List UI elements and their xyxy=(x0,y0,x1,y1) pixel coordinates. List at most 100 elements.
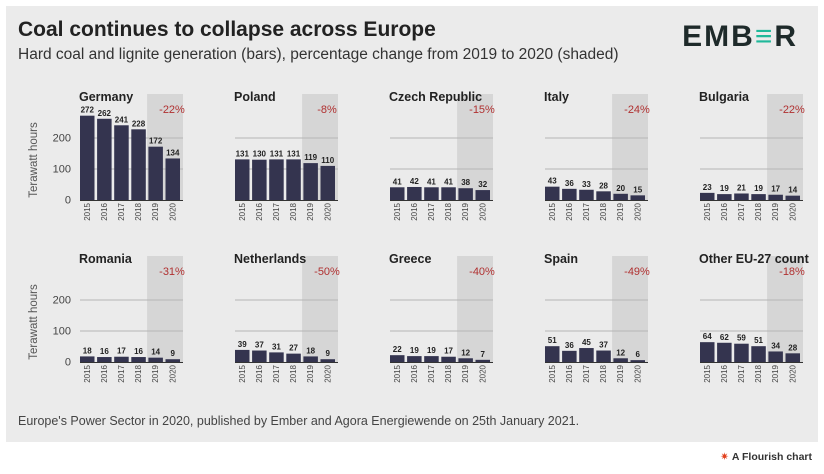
shaded-change-region xyxy=(767,256,803,362)
flourish-credit-text: A Flourish chart xyxy=(731,451,812,463)
y-axis-title: Terawatt hours xyxy=(28,284,40,360)
bar xyxy=(579,348,594,362)
panel-title: Bulgaria xyxy=(699,90,750,104)
panel-title: Poland xyxy=(234,90,276,104)
x-tick-label: 2017 xyxy=(427,202,436,220)
data-label: 131 xyxy=(287,149,301,158)
x-tick-label: 2015 xyxy=(548,202,557,220)
data-label: 272 xyxy=(81,106,95,115)
data-label: 36 xyxy=(565,341,574,350)
bar xyxy=(165,359,180,362)
panel-title: Netherlands xyxy=(234,252,306,266)
bar xyxy=(269,352,284,362)
bar xyxy=(303,356,318,362)
shaded-change-region xyxy=(612,256,648,362)
bar xyxy=(252,159,267,200)
ember-logo[interactable]: EMB≡R xyxy=(682,20,798,54)
x-tick-label: 2016 xyxy=(100,364,109,382)
change-label: -50% xyxy=(314,266,340,278)
y-tick-label: 100 xyxy=(53,164,71,176)
x-tick-label: 2018 xyxy=(289,202,298,220)
x-tick-label: 2020 xyxy=(168,364,177,382)
data-label: 51 xyxy=(754,336,763,345)
bar xyxy=(475,190,490,200)
data-label: 41 xyxy=(393,177,402,186)
data-label: 14 xyxy=(788,186,797,195)
bar xyxy=(303,163,318,200)
logo-text-left: EMB xyxy=(682,20,755,53)
panel-title: Romania xyxy=(79,252,133,266)
panel-title: Other EU-27 count xyxy=(699,252,810,266)
y-tick-label: 0 xyxy=(65,195,71,207)
x-tick-label: 2016 xyxy=(720,364,729,382)
data-label: 18 xyxy=(306,346,315,355)
x-tick-label: 2018 xyxy=(444,202,453,220)
data-label: 51 xyxy=(548,336,557,345)
data-label: 6 xyxy=(636,350,641,359)
x-tick-label: 2017 xyxy=(737,202,746,220)
flourish-credit-link[interactable]: ✷ A Flourish chart xyxy=(720,451,812,463)
data-label: 12 xyxy=(461,348,470,357)
panel-spain: 51 2015 36 2016 45 2017 37 2018 12 2019 6 2020 Spain… xyxy=(544,252,650,383)
data-label: 27 xyxy=(289,344,298,353)
data-label: 19 xyxy=(427,346,436,355)
bar xyxy=(751,346,766,362)
bar xyxy=(424,187,439,200)
y-tick-label: 200 xyxy=(53,133,71,145)
data-label: 9 xyxy=(171,349,176,358)
data-label: 7 xyxy=(481,350,486,359)
data-label: 241 xyxy=(115,115,129,124)
bar xyxy=(717,342,732,362)
data-label: 134 xyxy=(166,148,180,157)
x-tick-label: 2016 xyxy=(720,202,729,220)
data-label: 28 xyxy=(599,181,608,190)
change-label: -15% xyxy=(469,104,495,116)
bar xyxy=(390,187,405,200)
x-tick-label: 2018 xyxy=(289,364,298,382)
bar xyxy=(734,193,749,200)
panel-title: Spain xyxy=(544,252,578,266)
chart-frame xyxy=(6,6,818,442)
data-label: 16 xyxy=(100,347,109,356)
data-label: 43 xyxy=(548,177,557,186)
shaded-change-region xyxy=(457,256,493,362)
shaded-change-region xyxy=(302,256,338,362)
panel-italy: 43 2015 36 2016 33 2017 28 2018 20 2019 15 2020 Ital… xyxy=(544,90,650,221)
x-tick-label: 2015 xyxy=(83,364,92,382)
panel-romania: 18 2015 16 2016 17 2017 16 2018 14 2019 9 2020 Roman… xyxy=(79,252,185,383)
bar xyxy=(424,356,439,362)
y-tick-label: 100 xyxy=(53,326,71,338)
x-tick-label: 2017 xyxy=(272,202,281,220)
bar xyxy=(269,159,284,200)
x-tick-label: 2017 xyxy=(117,202,126,220)
shaded-change-region xyxy=(612,94,648,200)
x-tick-label: 2019 xyxy=(151,202,160,220)
bar xyxy=(734,343,749,362)
panel-other-eu-27-count: 64 2015 62 2016 59 2017 51 2018 34 2019 28 2020 Othe… xyxy=(699,252,810,383)
bar xyxy=(751,194,766,200)
page-title: Coal continues to collapse across Europe xyxy=(18,18,436,41)
panel-title: Czech Republic xyxy=(389,90,482,104)
x-tick-label: 2015 xyxy=(703,364,712,382)
data-label: 17 xyxy=(117,347,126,356)
y-axis-title: Terawatt hours xyxy=(28,122,40,198)
data-label: 15 xyxy=(633,185,642,194)
x-tick-label: 2016 xyxy=(255,364,264,382)
bar xyxy=(235,349,250,362)
data-label: 21 xyxy=(737,183,746,192)
data-label: 23 xyxy=(703,183,712,192)
bar xyxy=(717,194,732,200)
x-tick-label: 2020 xyxy=(633,364,642,382)
x-tick-label: 2016 xyxy=(410,202,419,220)
x-tick-label: 2015 xyxy=(393,202,402,220)
x-tick-label: 2016 xyxy=(565,202,574,220)
bar xyxy=(320,359,335,362)
x-tick-label: 2020 xyxy=(168,202,177,220)
x-tick-label: 2016 xyxy=(565,364,574,382)
x-tick-label: 2018 xyxy=(134,202,143,220)
bar xyxy=(320,165,335,200)
x-tick-label: 2017 xyxy=(117,364,126,382)
source-note: Europe's Power Sector in 2020, published… xyxy=(18,414,580,428)
bar xyxy=(768,351,783,362)
data-label: 228 xyxy=(132,119,146,128)
